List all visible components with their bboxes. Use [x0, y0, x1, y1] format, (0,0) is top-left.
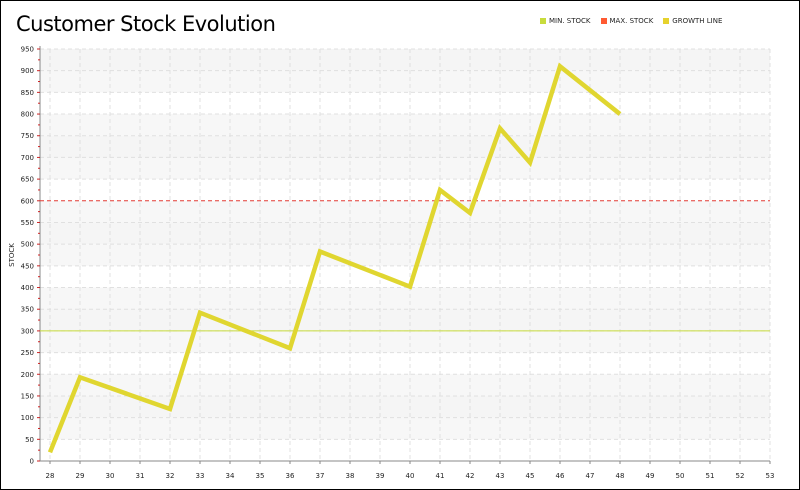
tick-labels: 0 50 100 150 200 250 300 350 400 450 500 550 600 650 7… — [21, 46, 775, 481]
x-tick-label-53: 53 — [766, 472, 775, 480]
y-tick-label-300: 300 — [21, 327, 34, 335]
legend-label-min-stock: MIN. STOCK — [549, 17, 591, 25]
y-tick-label-350: 350 — [21, 306, 34, 314]
band-650 — [40, 157, 770, 180]
axes — [39, 46, 770, 462]
x-tick-label-42: 42 — [466, 472, 475, 480]
x-tick-label-30: 30 — [106, 472, 115, 480]
band-450 — [40, 244, 770, 266]
legend-item-max-stock: MAX. STOCK — [600, 17, 654, 25]
y-tick-label-700: 700 — [21, 154, 34, 162]
legend-item-min-stock: MIN. STOCK — [540, 17, 591, 25]
band-50 — [40, 417, 770, 440]
x-tick-label-51: 51 — [706, 472, 715, 480]
x-tick-label-46: 46 — [556, 472, 565, 480]
y-tick-label-500: 500 — [21, 241, 34, 249]
y-tick-label-750: 750 — [21, 132, 34, 140]
series-lines — [47, 62, 622, 454]
y-tick-label-450: 450 — [21, 262, 34, 270]
band-850 — [40, 70, 770, 93]
x-tick-label-49: 49 — [646, 472, 655, 480]
band-300 — [40, 309, 770, 331]
y-tick-label-600: 600 — [21, 197, 34, 205]
x-tick-label-41: 41 — [436, 472, 445, 480]
y-tick-label-550: 550 — [21, 219, 34, 227]
x-tick-label-34: 34 — [226, 472, 235, 480]
y-tick-label-100: 100 — [21, 414, 34, 422]
y-tick-label-800: 800 — [21, 111, 34, 119]
y-tick-label-50: 50 — [25, 436, 34, 444]
x-tick-label-45: 45 — [526, 472, 535, 480]
legend: MIN. STOCK MAX. STOCK GROWTH LINE — [540, 17, 722, 25]
x-tick-label-33: 33 — [196, 472, 205, 480]
x-tick-label-29: 29 — [76, 472, 85, 480]
band-700 — [40, 135, 770, 158]
tick-marks — [37, 48, 771, 464]
x-tick-label-31: 31 — [136, 472, 145, 480]
x-tick-label-32: 32 — [166, 472, 175, 480]
x-tick-label-35: 35 — [256, 472, 265, 480]
legend-label-growth-line: GROWTH LINE — [672, 17, 723, 25]
chart-title: Customer Stock Evolution — [16, 12, 276, 36]
band-500 — [40, 222, 770, 245]
x-tick-label-50: 50 — [676, 472, 685, 480]
grid-lines — [40, 48, 771, 461]
band-100 — [40, 395, 770, 418]
band-550 — [40, 200, 770, 223]
x-tick-label-28: 28 — [46, 472, 55, 480]
legend-swatch-max-stock — [600, 18, 607, 24]
band-250 — [40, 330, 770, 353]
x-tick-label-40: 40 — [406, 472, 415, 480]
y-tick-label-650: 650 — [21, 176, 34, 184]
band-750 — [40, 114, 770, 136]
band-350 — [40, 287, 770, 310]
x-tick-label-48: 48 — [616, 472, 625, 480]
series-line-growth-line — [47, 62, 622, 454]
background-bands — [40, 49, 770, 440]
x-tick-label-52: 52 — [736, 472, 745, 480]
legend-label-max-stock: MAX. STOCK — [609, 17, 654, 25]
y-tick-label-150: 150 — [21, 392, 34, 400]
legend-swatch-min-stock — [540, 18, 546, 24]
x-tick-label-47: 47 — [586, 472, 595, 480]
legend-swatch-growth-line — [663, 18, 670, 24]
x-tick-label-38: 38 — [346, 472, 355, 480]
y-tick-label-950: 950 — [21, 46, 34, 54]
x-tick-label-39: 39 — [376, 472, 385, 480]
x-tick-label-43: 43 — [496, 472, 505, 480]
x-tick-label-37: 37 — [316, 472, 325, 480]
y-tick-label-850: 850 — [21, 89, 34, 97]
y-tick-label-900: 900 — [21, 67, 34, 75]
y-tick-label-400: 400 — [21, 284, 34, 292]
band-900 — [40, 49, 770, 71]
y-tick-label-200: 200 — [21, 371, 34, 379]
y-tick-label-0: 0 — [30, 458, 34, 466]
band-150 — [40, 374, 770, 396]
reference-lines — [40, 200, 770, 332]
y-tick-label-250: 250 — [21, 349, 34, 357]
legend-item-growth-line: GROWTH LINE — [663, 17, 722, 25]
x-tick-label-36: 36 — [286, 472, 295, 480]
